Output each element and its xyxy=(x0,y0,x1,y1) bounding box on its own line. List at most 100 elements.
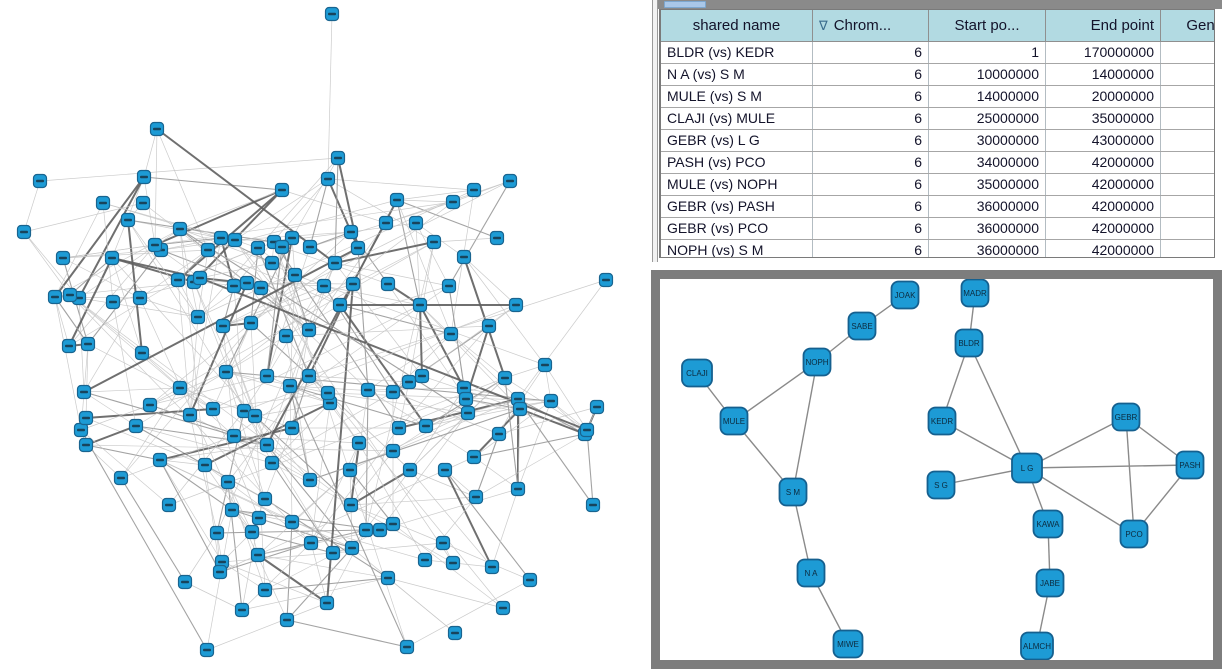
network-edge[interactable] xyxy=(23,231,71,296)
network-edge[interactable] xyxy=(308,285,450,331)
network-edge[interactable] xyxy=(467,400,552,414)
table-cell[interactable]: 9.9 xyxy=(1160,239,1214,257)
network-edge[interactable] xyxy=(1026,467,1135,535)
table-row[interactable]: MULE (vs) S M614000000200000007.5 xyxy=(661,85,1214,108)
network-edge[interactable] xyxy=(149,371,227,406)
network-edge[interactable] xyxy=(266,199,398,446)
network-edge[interactable] xyxy=(225,371,266,500)
table-row[interactable]: PASH (vs) PCO6340000004200000011.4 xyxy=(661,151,1214,174)
network-edge[interactable] xyxy=(227,481,253,533)
network-node[interactable] xyxy=(301,368,317,384)
network-edge[interactable] xyxy=(111,257,201,279)
network-node[interactable] xyxy=(134,345,150,361)
table-cell[interactable]: 34000000 xyxy=(928,151,1046,174)
network-edge[interactable] xyxy=(544,364,588,431)
network-node[interactable] xyxy=(78,437,94,453)
network-node-claji[interactable]: CLAJI xyxy=(681,358,713,388)
network-node-kedr[interactable]: KEDR xyxy=(927,406,957,436)
network-edge[interactable] xyxy=(62,201,454,259)
table-cell[interactable]: CLAJI (vs) MULE xyxy=(661,107,813,130)
network-edge[interactable] xyxy=(221,561,266,591)
network-node[interactable] xyxy=(598,272,614,288)
network-edge[interactable] xyxy=(120,477,186,583)
network-edge[interactable] xyxy=(54,296,70,347)
network-edge[interactable] xyxy=(135,425,268,446)
network-edge[interactable] xyxy=(396,189,475,201)
network-node-madr[interactable]: MADR xyxy=(960,279,990,308)
network-node-kawa[interactable]: KAWA xyxy=(1032,509,1064,539)
network-edge[interactable] xyxy=(154,128,158,246)
table-row[interactable]: NOPH (vs) S M636000000420000009.9 xyxy=(661,239,1214,257)
network-edge[interactable] xyxy=(289,385,311,481)
network-edge[interactable] xyxy=(350,450,394,506)
network-edge[interactable] xyxy=(289,385,293,523)
network-node[interactable] xyxy=(316,278,332,294)
network-edge[interactable] xyxy=(159,459,353,549)
network-node[interactable] xyxy=(274,182,290,198)
network-edge[interactable] xyxy=(351,547,456,634)
network-edge[interactable] xyxy=(334,241,435,264)
network-edge[interactable] xyxy=(159,459,206,466)
network-edge[interactable] xyxy=(243,304,517,412)
network-node[interactable] xyxy=(510,481,526,497)
network-node[interactable] xyxy=(62,287,78,303)
table-cell[interactable]: 6 xyxy=(812,41,929,64)
network-edge[interactable] xyxy=(212,304,421,410)
network-node[interactable] xyxy=(343,224,359,240)
network-edge[interactable] xyxy=(444,469,531,581)
network-node[interactable] xyxy=(579,422,595,438)
network-edge[interactable] xyxy=(310,402,331,544)
network-node[interactable] xyxy=(497,370,513,386)
network-edge[interactable] xyxy=(241,577,389,611)
network-edge[interactable] xyxy=(408,304,517,383)
network-edge[interactable] xyxy=(327,392,469,414)
network-edge[interactable] xyxy=(120,435,235,479)
column-header-end-point[interactable]: End point xyxy=(1045,10,1161,42)
network-node[interactable] xyxy=(200,242,216,258)
table-cell[interactable]: 42000000 xyxy=(1045,217,1161,240)
table-cell[interactable]: 42000000 xyxy=(1045,173,1161,196)
network-node[interactable] xyxy=(418,418,434,434)
network-node[interactable] xyxy=(172,221,188,237)
network-edge[interactable] xyxy=(465,398,521,410)
network-edge[interactable] xyxy=(85,417,206,466)
network-node-jabe[interactable]: JABE xyxy=(1035,568,1065,598)
network-edge[interactable] xyxy=(473,433,586,458)
network-edge[interactable] xyxy=(177,279,191,416)
network-node[interactable] xyxy=(435,535,451,551)
network-node[interactable] xyxy=(522,572,538,588)
network-node[interactable] xyxy=(172,380,188,396)
network-node[interactable] xyxy=(412,297,428,313)
network-edge[interactable] xyxy=(409,377,506,471)
network-edge[interactable] xyxy=(39,157,339,182)
network-node-gebr[interactable]: GEBR xyxy=(1111,402,1141,432)
network-edge[interactable] xyxy=(349,469,394,525)
table-cell[interactable]: GEBR (vs) PCO xyxy=(661,217,813,240)
network-edge[interactable] xyxy=(159,459,223,563)
network-node[interactable] xyxy=(391,420,407,436)
network-node[interactable] xyxy=(502,173,518,189)
network-edge[interactable] xyxy=(504,377,519,490)
network-node[interactable] xyxy=(320,171,336,187)
network-edge[interactable] xyxy=(406,579,531,648)
network-node[interactable] xyxy=(324,6,340,22)
network-edge[interactable] xyxy=(289,385,408,648)
network-edge[interactable] xyxy=(204,402,331,466)
network-node[interactable] xyxy=(445,555,461,571)
network-node[interactable] xyxy=(55,250,71,266)
network-edge[interactable] xyxy=(291,157,339,239)
network-edge[interactable] xyxy=(463,256,546,366)
network-edge[interactable] xyxy=(308,222,387,331)
network-edge[interactable] xyxy=(398,398,519,429)
network-node[interactable] xyxy=(330,150,346,166)
network-edge[interactable] xyxy=(264,498,389,579)
network-node[interactable] xyxy=(466,182,482,198)
network-node[interactable] xyxy=(385,516,401,532)
network-edge[interactable] xyxy=(1026,416,1127,469)
network-node[interactable] xyxy=(327,255,343,271)
network-edge[interactable] xyxy=(135,335,287,427)
network-edge[interactable] xyxy=(54,176,145,298)
table-cell[interactable]: 10.5 xyxy=(1160,173,1214,196)
network-edge[interactable] xyxy=(350,496,477,506)
table-cell[interactable]: 20000000 xyxy=(1045,85,1161,108)
